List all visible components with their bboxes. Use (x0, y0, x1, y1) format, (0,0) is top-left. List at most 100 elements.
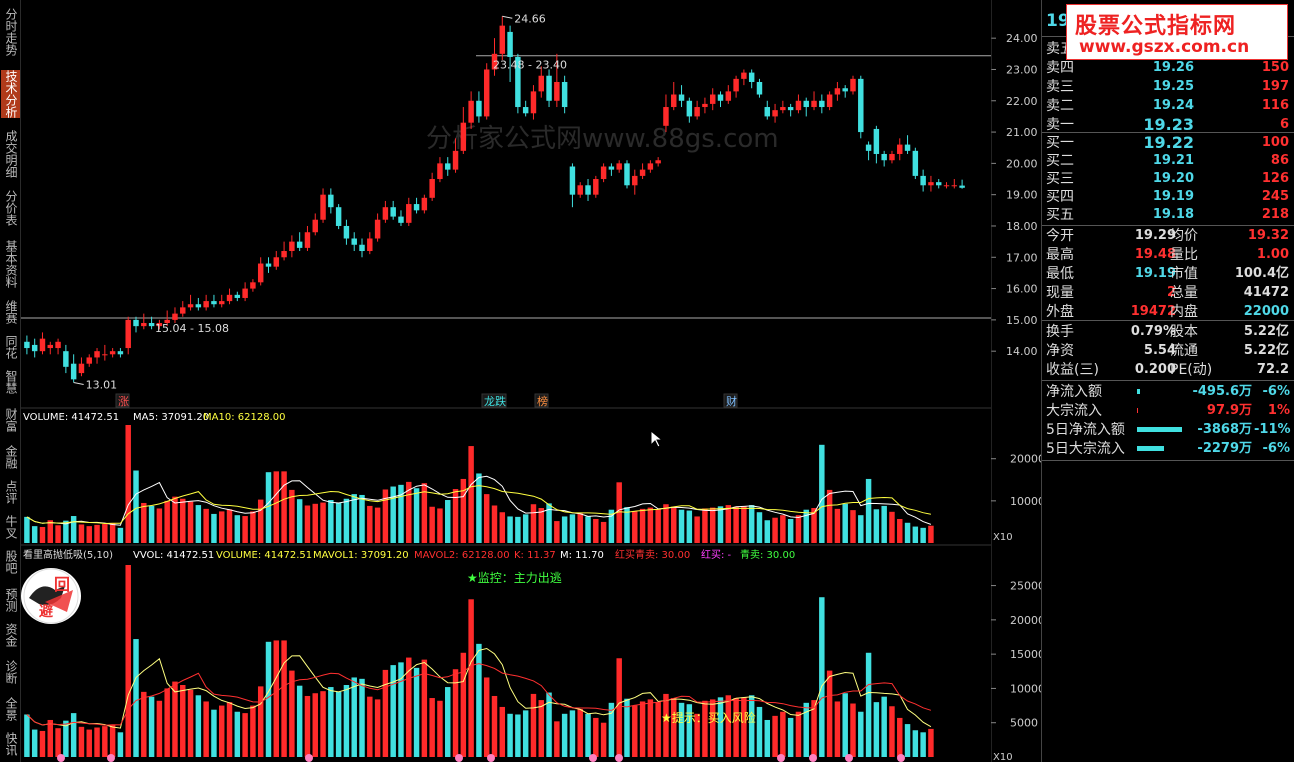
volume-bar (47, 520, 54, 543)
volume-bar (655, 702, 661, 757)
sidebar-tab-6[interactable]: 同花 (1, 335, 20, 359)
candle-body (250, 282, 256, 289)
volume-bar (850, 510, 856, 543)
signal-dot (107, 754, 115, 762)
sidebar-tab-label: 基本资料 (4, 240, 18, 288)
sidebar-tab-2[interactable]: 成交明细 (1, 130, 20, 178)
candle-body (219, 301, 225, 305)
volume-bar (826, 489, 833, 543)
volume-bar (219, 705, 225, 757)
volume-bar (203, 508, 209, 543)
event-marker: 涨 (118, 395, 129, 408)
site-logo: 股票公式指标网 www.gszx.com.cn (1066, 4, 1288, 60)
fund-flow-pct: -6% (1262, 441, 1290, 456)
volume-bar (39, 730, 46, 757)
volume-bar (725, 695, 732, 757)
volume-bar (102, 726, 108, 757)
candle-body (585, 185, 591, 195)
volume-bar (912, 730, 919, 757)
signal-dot (845, 754, 853, 762)
candle-body (632, 175, 638, 186)
volume-bar (624, 698, 630, 757)
event-marker-box[interactable] (115, 393, 130, 408)
candle-body (133, 319, 139, 327)
volume-bar (460, 478, 467, 543)
volume-bar (304, 505, 311, 543)
volume-bar (522, 710, 529, 757)
volume-bar (647, 699, 654, 757)
event-marker-box[interactable] (723, 393, 738, 408)
volume-bar (764, 520, 770, 543)
sidebar-tab-11[interactable]: 牛叉 (1, 515, 20, 539)
volume-bar (756, 706, 763, 757)
high-price-label: 24.66 (514, 12, 546, 25)
volume-bar (585, 516, 591, 543)
stat-label: 今开 (1046, 228, 1074, 244)
fund-flow-bar (1137, 389, 1140, 394)
chart-area[interactable]: 分析家公式网www.88gs.com 24.66 13.01 23.48 - 23.… (21, 0, 991, 762)
volume-bar (803, 509, 809, 543)
sidebar-tab-0[interactable]: 分时走势 (1, 8, 20, 56)
event-marker-box[interactable] (481, 393, 507, 408)
sidebar-tab-8[interactable]: 财富 (1, 408, 20, 432)
sidebar-tab-14[interactable]: 资金 (1, 623, 20, 647)
indicator-legend-item: 红买: - (701, 548, 732, 561)
volume-bar (873, 509, 880, 543)
volume-bar (335, 691, 342, 757)
sidebar-tab-1[interactable]: 技术分析 (1, 70, 20, 118)
volume-bar (600, 521, 607, 543)
candle-body (803, 100, 809, 108)
volume-bar (741, 506, 747, 543)
candle-body (873, 128, 880, 154)
indicator-ma5-line (26, 647, 932, 729)
stat-value: 2 (1166, 285, 1176, 300)
volume-bar (234, 515, 241, 543)
fund-flow-pct: -11% (1254, 422, 1291, 437)
stat-value: 19.32 (1247, 228, 1289, 243)
volume-bar (367, 505, 373, 543)
volume-bar (180, 685, 186, 757)
sidebar-tab-5[interactable]: 维赛 (1, 300, 20, 324)
fund-flow-row: 5日净流入额 -3868万 -11% (1042, 421, 1294, 439)
divider (1042, 460, 1294, 461)
sidebar-tab-12[interactable]: 股吧 (1, 550, 20, 574)
volume-bar (881, 696, 887, 757)
volume-bar (780, 515, 786, 543)
volume-bar (164, 500, 170, 543)
sidebar-tab-7[interactable]: 智慧 (1, 370, 20, 394)
signal-dot (455, 754, 463, 762)
volume-bar (242, 713, 248, 757)
stat-value: 19.19 (1134, 266, 1176, 281)
candle-body (819, 100, 825, 108)
volume-bar (530, 693, 537, 757)
sidebar-tab-10[interactable]: 点评 (1, 480, 20, 504)
candle-body (834, 88, 841, 95)
volume-bar (639, 701, 646, 757)
fund-flow-row: 净流入额 -495.6万 -6% (1042, 383, 1294, 401)
sidebar-tab-13[interactable]: 预测 (1, 588, 20, 612)
candle-body (164, 319, 170, 324)
sidebar-tab-16[interactable]: 全景 (1, 697, 20, 721)
volume-bar (834, 701, 841, 757)
indicator-axis-label: 10000 (1010, 682, 1041, 695)
volume-bar (164, 688, 170, 757)
rewind-avatar-icon[interactable]: 回 避 (21, 568, 81, 624)
event-marker-box[interactable] (534, 393, 549, 408)
k-line-chart[interactable]: 分析家公式网www.88gs.com 24.66 13.01 23.48 - 23.… (21, 0, 991, 762)
sidebar-tab-15[interactable]: 诊断 (1, 660, 20, 684)
sidebar-tab-3[interactable]: 分价表 (1, 190, 20, 226)
volume-bar (390, 486, 396, 543)
sidebar-tab-17[interactable]: 快讯 (1, 732, 20, 756)
volume-bar (764, 719, 770, 757)
bid-row: 买五 19.18 218 (1042, 206, 1294, 224)
sidebar-tab-label: 快讯 (4, 732, 18, 756)
volume-bar (593, 717, 599, 757)
sidebar-tab-label: 金融 (4, 445, 18, 469)
volume-bar (195, 695, 202, 757)
sidebar-tab-4[interactable]: 基本资料 (1, 240, 20, 288)
volume-bar (250, 705, 256, 757)
stat-value: 22000 (1243, 304, 1289, 319)
candle-body (351, 238, 357, 245)
sidebar-tab-9[interactable]: 金融 (1, 445, 20, 469)
svg-text:避: 避 (39, 603, 53, 620)
